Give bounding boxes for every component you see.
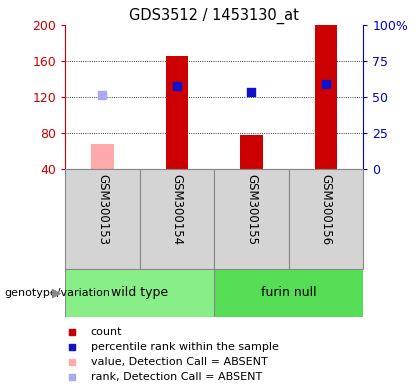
Text: GSM300156: GSM300156 — [320, 174, 333, 245]
Bar — [65, 169, 139, 269]
Bar — [65, 269, 214, 317]
Text: furin null: furin null — [261, 286, 317, 299]
Point — [173, 83, 180, 89]
Text: value, Detection Call = ABSENT: value, Detection Call = ABSENT — [91, 357, 268, 367]
Bar — [214, 169, 289, 269]
Text: ▶: ▶ — [52, 286, 61, 299]
Bar — [214, 269, 363, 317]
Bar — [166, 56, 188, 169]
Bar — [289, 169, 363, 269]
Text: GSM300153: GSM300153 — [96, 174, 109, 245]
Bar — [240, 135, 262, 169]
Text: genotype/variation: genotype/variation — [4, 288, 110, 298]
Text: GSM300155: GSM300155 — [245, 174, 258, 245]
Point — [99, 92, 106, 98]
Text: GSM300154: GSM300154 — [171, 174, 184, 245]
Text: wild type: wild type — [111, 286, 168, 299]
Point — [68, 359, 75, 365]
Point — [68, 374, 75, 380]
Text: count: count — [91, 327, 122, 337]
Text: rank, Detection Call = ABSENT: rank, Detection Call = ABSENT — [91, 372, 262, 382]
Bar — [139, 169, 214, 269]
Bar — [91, 144, 113, 169]
Point — [68, 329, 75, 335]
Text: percentile rank within the sample: percentile rank within the sample — [91, 342, 278, 352]
Point — [68, 344, 75, 350]
Bar — [315, 25, 337, 169]
Title: GDS3512 / 1453130_at: GDS3512 / 1453130_at — [129, 7, 299, 23]
Point — [248, 89, 255, 96]
Point — [323, 81, 329, 88]
